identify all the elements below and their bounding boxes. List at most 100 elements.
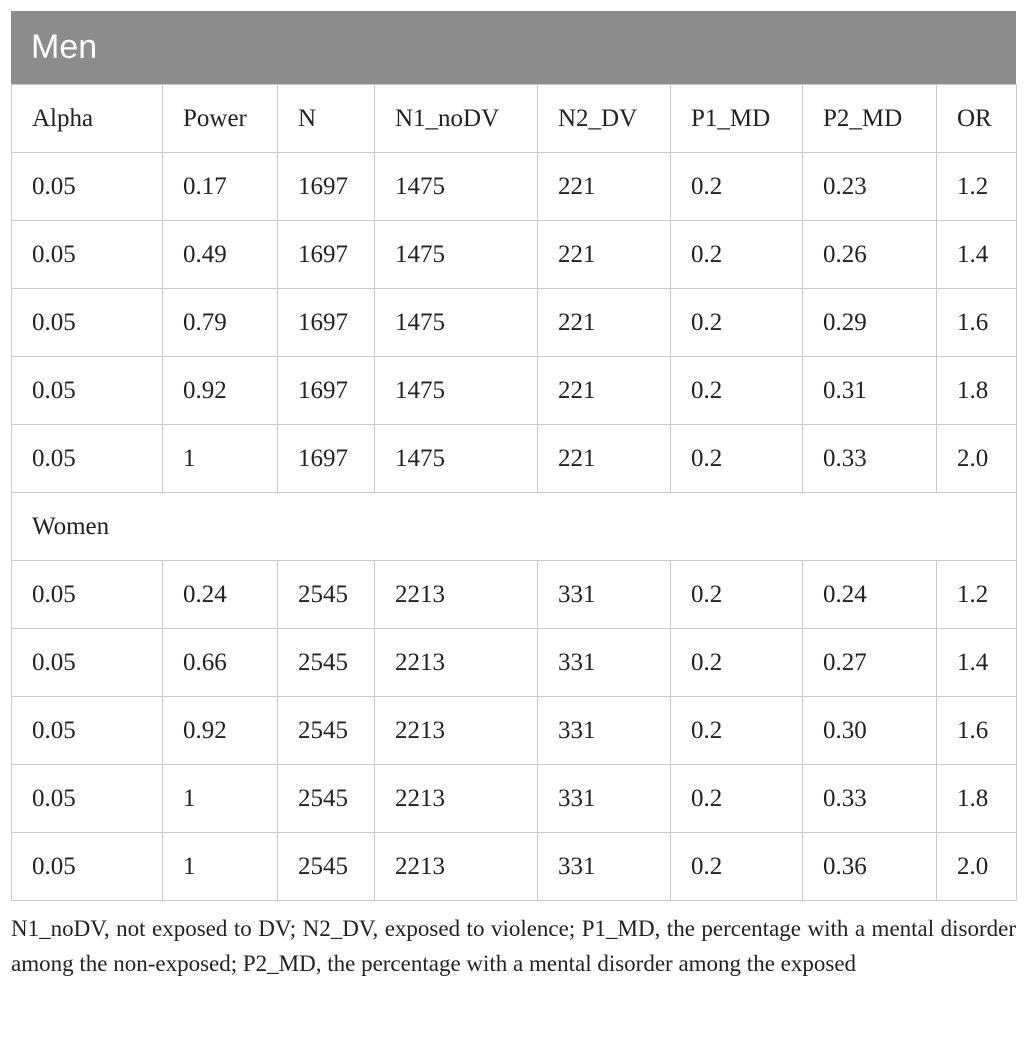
table-cell: 2213 — [374, 832, 538, 901]
table-cell: 0.2 — [670, 356, 803, 425]
table-cell: 0.92 — [162, 356, 278, 425]
table-cell: 2213 — [374, 696, 538, 765]
table-cell: 0.2 — [670, 560, 803, 629]
table-cell: 1.4 — [936, 220, 1017, 289]
table-cell: 1475 — [374, 220, 538, 289]
table-cell: 1697 — [277, 356, 375, 425]
column-header: Alpha — [11, 84, 163, 153]
table-cell: 0.05 — [11, 152, 163, 221]
table-cell: 0.2 — [670, 832, 803, 901]
table-cell: 0.05 — [11, 560, 163, 629]
table-row: 0.05 1 2545 2213 331 0.2 0.33 1.8 — [11, 764, 1017, 833]
table-cell: 331 — [537, 832, 671, 901]
table-cell: 1697 — [277, 220, 375, 289]
table-cell: 331 — [537, 628, 671, 697]
table-cell: 1475 — [374, 152, 538, 221]
table-cell: 0.33 — [802, 764, 937, 833]
table-title: Men — [11, 11, 1016, 84]
table-cell: 1697 — [277, 288, 375, 357]
table-cell: 1 — [162, 832, 278, 901]
table-cell: 1.6 — [936, 288, 1017, 357]
table-cell: 2545 — [277, 832, 375, 901]
table-cell: 0.26 — [802, 220, 937, 289]
table-cell: 2213 — [374, 628, 538, 697]
table-header-row: Alpha Power N N1_noDV N2_DV P1_MD P2_MD OR — [11, 84, 1017, 153]
table-cell: 1.8 — [936, 764, 1017, 833]
table-row: 0.05 1 2545 2213 331 0.2 0.36 2.0 — [11, 832, 1017, 901]
table-cell: 1697 — [277, 424, 375, 493]
table-cell: 0.27 — [802, 628, 937, 697]
table-body: Alpha Power N N1_noDV N2_DV P1_MD P2_MD OR 0.05 0… — [11, 84, 1017, 901]
table-cell: 2.0 — [936, 832, 1017, 901]
section-row-women: Women — [11, 492, 1017, 561]
table-cell: 1.4 — [936, 628, 1017, 697]
table-cell: 0.05 — [11, 220, 163, 289]
table-cell: 1.2 — [936, 152, 1017, 221]
table-cell: 1 — [162, 764, 278, 833]
table-cell: 0.79 — [162, 288, 278, 357]
table-cell: 0.66 — [162, 628, 278, 697]
table-row: 0.05 0.17 1697 1475 221 0.2 0.23 1.2 — [11, 152, 1017, 221]
column-header: N1_noDV — [374, 84, 538, 153]
table-row: 0.05 1 1697 1475 221 0.2 0.33 2.0 — [11, 424, 1017, 493]
table-cell: 0.2 — [670, 424, 803, 493]
table-cell: 1 — [162, 424, 278, 493]
table-cell: 0.23 — [802, 152, 937, 221]
table-row: 0.05 0.92 1697 1475 221 0.2 0.31 1.8 — [11, 356, 1017, 425]
table-cell: 221 — [537, 356, 671, 425]
table-row: 0.05 0.92 2545 2213 331 0.2 0.30 1.6 — [11, 696, 1017, 765]
table-cell: 0.36 — [802, 832, 937, 901]
table-cell: 221 — [537, 152, 671, 221]
table-cell: 1475 — [374, 424, 538, 493]
table-cell: 1475 — [374, 356, 538, 425]
table-cell: 2545 — [277, 560, 375, 629]
table-cell: 0.2 — [670, 152, 803, 221]
table-cell: 0.05 — [11, 424, 163, 493]
table-row: 0.05 0.79 1697 1475 221 0.2 0.29 1.6 — [11, 288, 1017, 357]
table-cell: 0.05 — [11, 696, 163, 765]
section-label: Women — [11, 492, 1017, 561]
table-cell: 0.05 — [11, 288, 163, 357]
table-footnote: N1_noDV, not exposed to DV; N2_DV, expos… — [11, 916, 1016, 976]
table-cell: 1.8 — [936, 356, 1017, 425]
column-header: OR — [936, 84, 1017, 153]
table-cell: 2.0 — [936, 424, 1017, 493]
column-header: N — [277, 84, 375, 153]
table-row: 0.05 0.49 1697 1475 221 0.2 0.26 1.4 — [11, 220, 1017, 289]
table-cell: 0.05 — [11, 764, 163, 833]
table-cell: 0.2 — [670, 764, 803, 833]
table-cell: 331 — [537, 696, 671, 765]
table-cell: 0.49 — [162, 220, 278, 289]
table-cell: 221 — [537, 288, 671, 357]
table-cell: 2545 — [277, 696, 375, 765]
table-cell: 1.6 — [936, 696, 1017, 765]
table-cell: 0.17 — [162, 152, 278, 221]
table-cell: 1475 — [374, 288, 538, 357]
table-cell: 0.05 — [11, 628, 163, 697]
table-cell: 221 — [537, 220, 671, 289]
table-cell: 0.30 — [802, 696, 937, 765]
table-cell: 331 — [537, 764, 671, 833]
table-cell: 0.2 — [670, 696, 803, 765]
column-header: P2_MD — [802, 84, 937, 153]
table-cell: 0.05 — [11, 832, 163, 901]
table-cell: 2545 — [277, 764, 375, 833]
table-cell: 0.31 — [802, 356, 937, 425]
column-header: Power — [162, 84, 278, 153]
table-cell: 0.29 — [802, 288, 937, 357]
table-cell: 0.33 — [802, 424, 937, 493]
column-header: P1_MD — [670, 84, 803, 153]
column-header: N2_DV — [537, 84, 671, 153]
table-cell: 0.2 — [670, 628, 803, 697]
table-cell: 0.05 — [11, 356, 163, 425]
table-row: 0.05 0.24 2545 2213 331 0.2 0.24 1.2 — [11, 560, 1017, 629]
power-analysis-table: Alpha Power N N1_noDV N2_DV P1_MD P2_MD OR 0.05 0… — [11, 84, 1017, 901]
table-row: 0.05 0.66 2545 2213 331 0.2 0.27 1.4 — [11, 628, 1017, 697]
table-cell: 2545 — [277, 628, 375, 697]
table-cell: 0.2 — [670, 220, 803, 289]
table-cell: 2213 — [374, 764, 538, 833]
table-cell: 1697 — [277, 152, 375, 221]
table-cell: 0.24 — [802, 560, 937, 629]
table-cell: 1.2 — [936, 560, 1017, 629]
table-cell: 0.92 — [162, 696, 278, 765]
